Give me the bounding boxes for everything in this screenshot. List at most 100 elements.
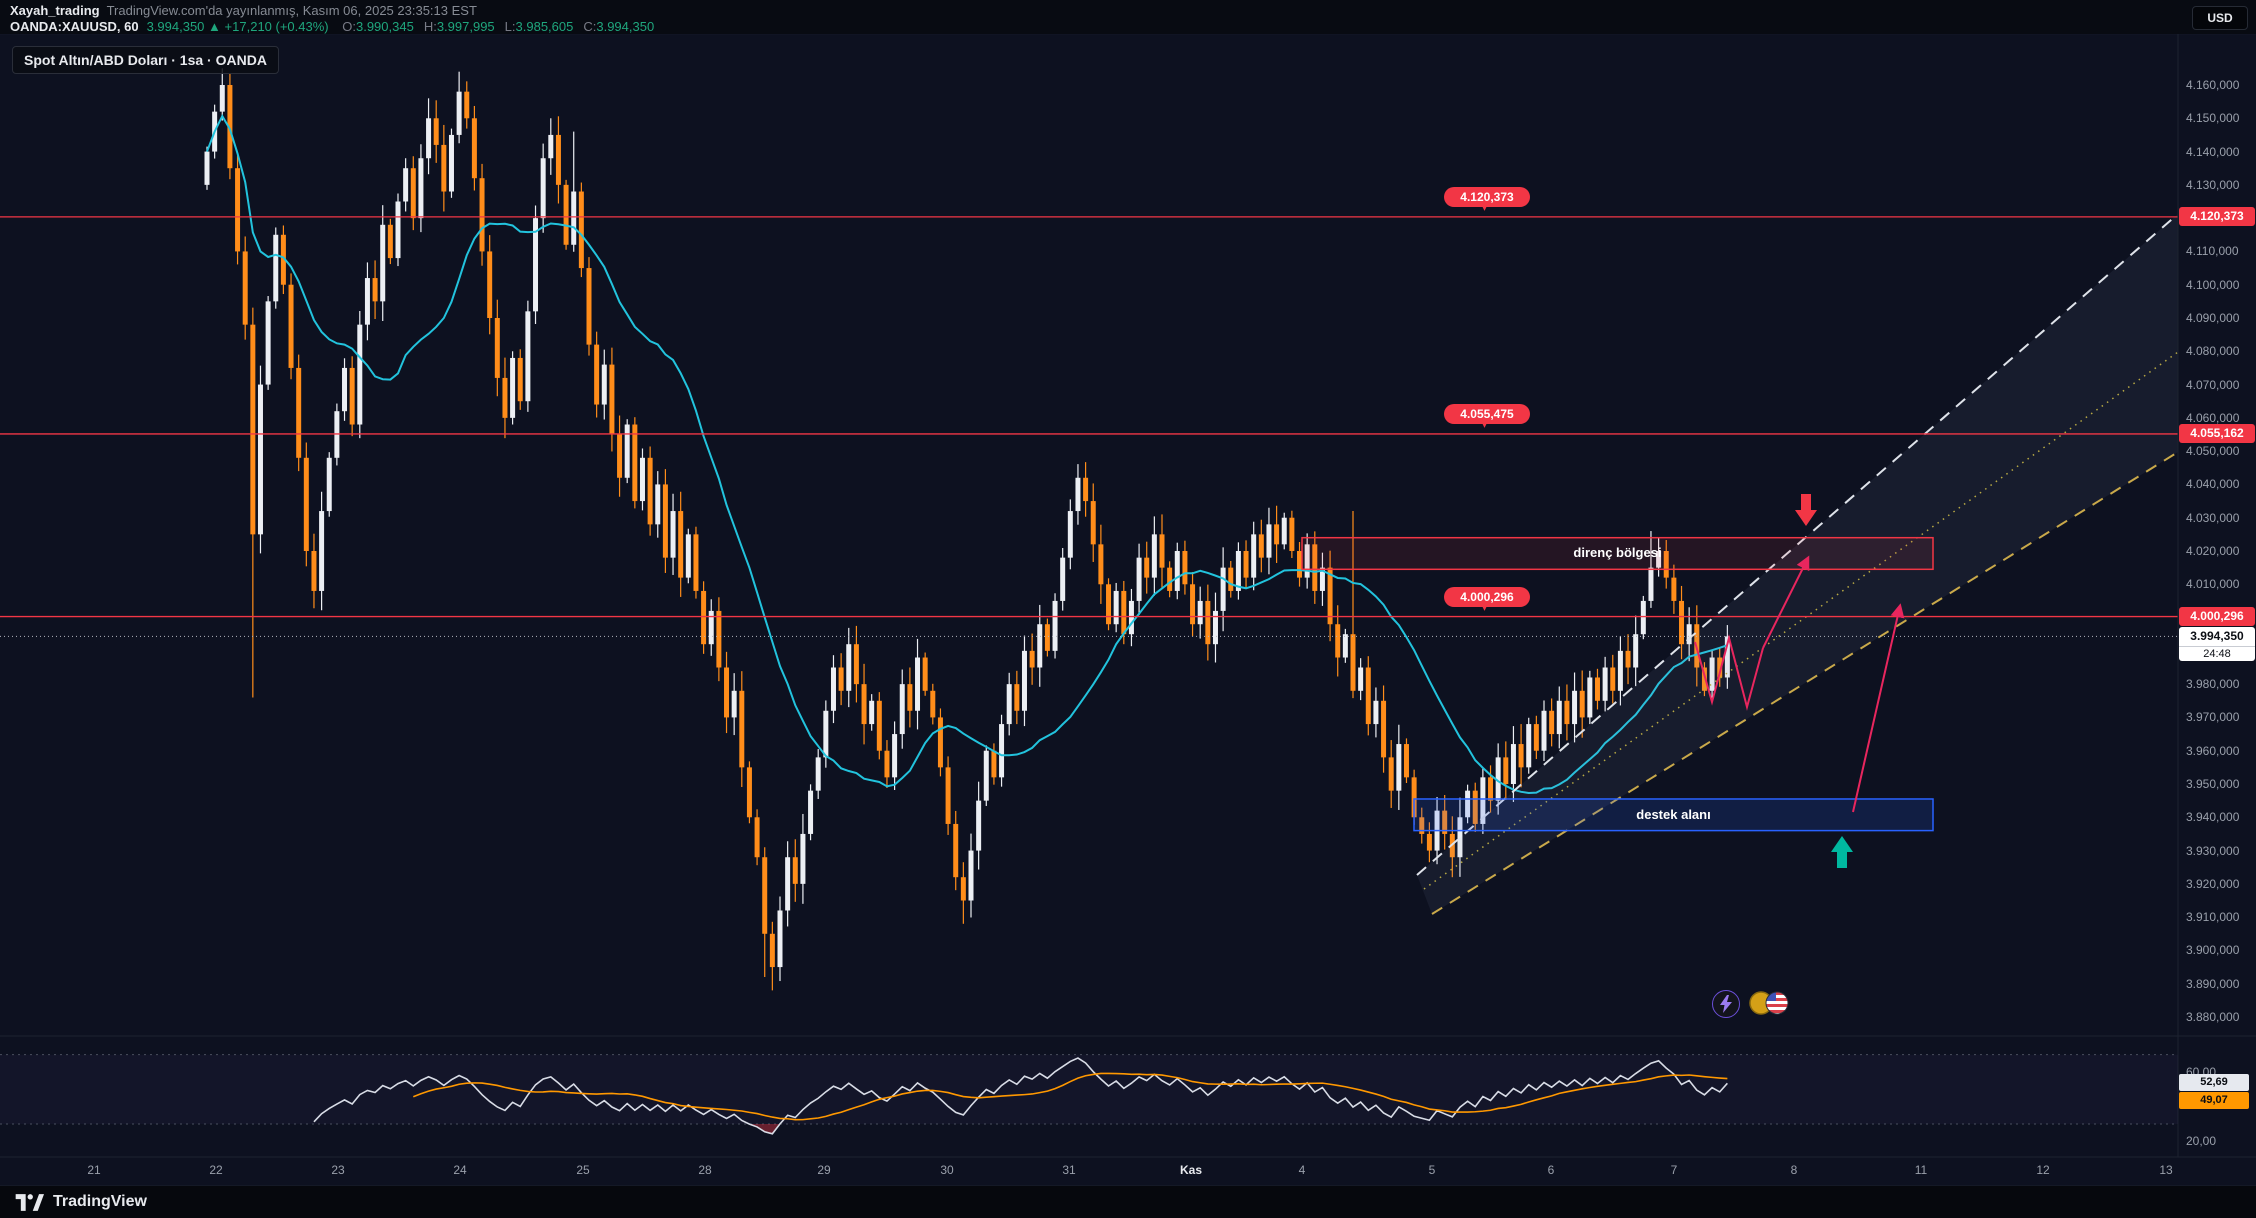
price-tick-label: 3.930,000 xyxy=(2186,843,2240,858)
price-tick-label: 4.030,000 xyxy=(2186,510,2240,525)
zigzag-path xyxy=(1694,634,1764,711)
date-label: 13 xyxy=(2159,1163,2173,1177)
date-label: 22 xyxy=(209,1163,223,1177)
footer-bar: TradingView xyxy=(0,1185,2256,1218)
ohlc-label: C: xyxy=(583,19,597,34)
price-tick-label: 4.090,000 xyxy=(2186,311,2240,325)
projection-arrow xyxy=(1762,555,1810,649)
ohlc-label: H: xyxy=(423,19,437,34)
rsi-tick-label: 20,00 xyxy=(2186,1134,2217,1149)
level-float-label: 4.055,475 xyxy=(1444,403,1530,424)
rsi-ma-line xyxy=(412,1072,1728,1121)
published-note: TradingView.com'da yayınlanmış, Kasım 06… xyxy=(106,3,477,18)
header-change: +17,210 (+0.43%) xyxy=(224,19,329,34)
date-label: 8 xyxy=(1790,1163,1798,1177)
last-price-value: 3.994,350 xyxy=(2190,629,2244,644)
price-tick-label: 4.010,000 xyxy=(2186,577,2240,592)
price-tick-label: 4.140,000 xyxy=(2186,144,2240,159)
ohlc-value: 3.990,345 xyxy=(355,19,414,34)
symbol-label[interactable]: OANDA:XAUUSD, 60 xyxy=(10,19,139,34)
price-level-pill: 4.000,296 xyxy=(2179,607,2255,627)
zone-label: direnç bölgesi xyxy=(1573,545,1662,561)
ohlc-values: O:3.990,345 H:3.997,995 L:3.985,605 C:3.994… xyxy=(332,19,654,34)
publisher-link[interactable]: Xayah_trading xyxy=(10,3,100,18)
price-tick-label: 4.040,000 xyxy=(2186,477,2240,492)
projection-arrow xyxy=(1852,603,1905,813)
price-tick-label: 4.130,000 xyxy=(2186,177,2240,192)
channel-mid xyxy=(1423,351,2179,890)
date-label: 6 xyxy=(1547,1163,1555,1177)
price-tick-label: 3.920,000 xyxy=(2186,876,2240,891)
up-arrow-marker-icon xyxy=(1831,836,1853,868)
price-tick-label: 4.070,000 xyxy=(2186,377,2240,392)
date-label: 31 xyxy=(1062,1163,1076,1177)
last-price-pill: 3.994,350 24:48 xyxy=(2179,627,2255,662)
date-label: 5 xyxy=(1428,1163,1436,1177)
price-tick-label: 4.060,000 xyxy=(2186,410,2240,425)
currency-button[interactable]: USD xyxy=(2192,6,2248,30)
price-tick-label: 3.910,000 xyxy=(2186,910,2240,925)
symbol-line: OANDA:XAUUSD, 60 3.994,350 ▲ +17,210 (+0.… xyxy=(10,19,654,34)
brand-label[interactable]: TradingView xyxy=(53,1193,147,1210)
date-label: 12 xyxy=(2036,1163,2050,1177)
date-label: 24 xyxy=(453,1163,467,1177)
ohlc-value: 3.985,605 xyxy=(515,19,574,34)
rsi-line xyxy=(313,1057,1728,1135)
price-tick-label: 3.980,000 xyxy=(2186,677,2240,692)
change-up-icon: ▲ xyxy=(208,19,221,34)
tradingview-logo-icon[interactable] xyxy=(14,1192,44,1213)
header: Xayah_trading TradingView.com'da yayınlan… xyxy=(0,0,2256,34)
price-tick-label: 4.110,000 xyxy=(2186,244,2239,259)
price-tick-label: 3.940,000 xyxy=(2186,810,2240,825)
countdown-label: 24:48 xyxy=(2179,646,2255,661)
date-label: 4 xyxy=(1298,1163,1306,1177)
ohlc-value: 3.997,995 xyxy=(436,19,495,34)
date-label: 7 xyxy=(1670,1163,1678,1177)
price-tick-label: 4.160,000 xyxy=(2186,78,2240,92)
down-arrow-marker-icon xyxy=(1795,494,1817,526)
price-tick-label: 3.900,000 xyxy=(2186,943,2240,958)
header-last-price: 3.994,350 xyxy=(146,19,205,34)
price-tick-label: 4.150,000 xyxy=(2186,111,2240,126)
instrument-flags-icon[interactable] xyxy=(1748,988,1792,1018)
date-label: 23 xyxy=(331,1163,345,1177)
date-label: 30 xyxy=(940,1163,954,1177)
ohlc-label: O: xyxy=(342,19,356,34)
boost-icon[interactable] xyxy=(1712,990,1740,1018)
level-float-caret-icon: ▾ xyxy=(1482,419,1488,431)
chart-title: Spot Altın/ABD Doları · 1sa · OANDA xyxy=(12,46,279,74)
rsi-band-fill xyxy=(0,1054,2178,1124)
date-label: Kas xyxy=(1179,1163,1203,1177)
price-tick-label: 4.080,000 xyxy=(2186,344,2240,359)
level-float-label: 4.000,296 xyxy=(1444,586,1530,607)
candles xyxy=(204,68,1730,991)
price-tick-label: 3.970,000 xyxy=(2186,710,2240,725)
rsi-oversold-fill xyxy=(313,1124,1728,1134)
ohlc-value: 3.994,350 xyxy=(596,19,655,34)
level-float-label: 4.120,373 xyxy=(1444,186,1530,207)
level-float-caret-icon: ▾ xyxy=(1482,202,1488,214)
rsi-ma-badge: 49,07 xyxy=(2179,1092,2249,1109)
price-tick-label: 4.050,000 xyxy=(2186,444,2240,459)
support-zone xyxy=(1413,798,1934,832)
date-label: 21 xyxy=(87,1163,101,1177)
date-label: 28 xyxy=(698,1163,712,1177)
date-label: 11 xyxy=(1914,1163,1928,1177)
rsi-value-badge: 52,69 xyxy=(2179,1074,2249,1091)
price-level-pill: 4.120,373 xyxy=(2179,207,2255,227)
price-tick-label: 4.100,000 xyxy=(2186,277,2240,292)
price-tick-label: 4.020,000 xyxy=(2186,544,2240,558)
date-label: 29 xyxy=(817,1163,831,1177)
price-tick-label: 3.960,000 xyxy=(2186,743,2240,758)
resistance-zone xyxy=(1301,536,1934,571)
publish-line: Xayah_trading TradingView.com'da yayınlan… xyxy=(10,3,477,18)
date-label: 25 xyxy=(576,1163,590,1177)
ma-line xyxy=(206,113,1728,794)
price-tick-label: 3.880,000 xyxy=(2186,1010,2240,1024)
zone-label: destek alanı xyxy=(1636,806,1711,822)
ohlc-label: L: xyxy=(504,19,516,34)
price-level-pill: 4.055,162 xyxy=(2179,424,2255,444)
price-tick-label: 3.950,000 xyxy=(2186,777,2240,791)
